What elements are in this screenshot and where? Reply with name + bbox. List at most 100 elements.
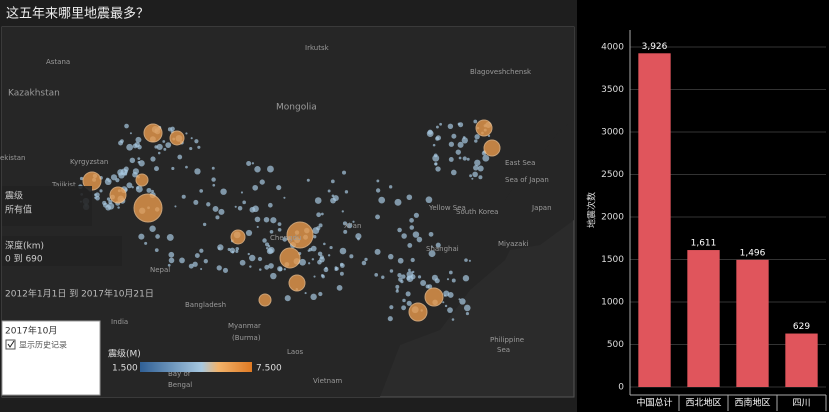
quake-dot: [462, 156, 467, 161]
quake-dot: [389, 305, 394, 310]
quake-dot: [324, 266, 328, 270]
quake-dot: [245, 229, 253, 237]
quake-dot: [347, 223, 353, 229]
quake-dot: [231, 250, 235, 254]
quake-dot: [215, 215, 220, 220]
place-label: Tajikist: [51, 181, 76, 189]
history-checkbox[interactable]: [5, 339, 16, 350]
place-label: Bay of: [168, 370, 191, 378]
quake-dot: [468, 259, 471, 262]
quake-dot: [457, 122, 461, 126]
quake-dot: [220, 188, 227, 195]
quake-dot: [457, 141, 464, 148]
quake-dot: [432, 143, 436, 147]
quake-dot: [254, 216, 261, 223]
quake-dot: [448, 141, 455, 147]
quake-dot: [341, 210, 344, 213]
legend-gradient: [140, 362, 252, 372]
place-label: Irkutsk: [305, 44, 330, 52]
quake-dot: [154, 145, 158, 149]
bubble-layer: [78, 119, 501, 322]
quake-dot: [217, 244, 224, 251]
quake-dot: [461, 137, 468, 144]
quake-dot: [313, 235, 317, 239]
y-tick-label: 1000: [601, 298, 624, 308]
quake-dot: [199, 248, 204, 253]
quake-dot: [268, 263, 274, 269]
quake-dot: [200, 267, 203, 271]
quake-dot: [352, 220, 355, 223]
quake-dot: [434, 162, 438, 166]
quake-bubble: [483, 139, 501, 157]
quake-dot: [344, 190, 349, 194]
quake-dot: [458, 298, 461, 301]
place-label: Miyazaki: [498, 240, 528, 248]
history-label[interactable]: 显示历史记录: [19, 340, 67, 350]
quake-dot: [450, 169, 457, 176]
quake-dot: [378, 196, 386, 204]
quake-dot: [306, 178, 310, 182]
quake-dot: [283, 268, 286, 271]
quake-dot: [171, 166, 175, 171]
quake-dot: [268, 246, 275, 254]
quake-dot: [430, 245, 433, 248]
quake-dot: [249, 265, 252, 268]
quake-dot: [463, 304, 471, 312]
quake-dot: [405, 291, 411, 297]
quake-dot: [135, 185, 143, 193]
quake-dot: [426, 130, 434, 138]
value-label: 1,611: [691, 239, 717, 249]
quake-dot: [389, 269, 394, 273]
filter-panel: 震级 所有值 深度(km) 0 到 690 2012年1月1日 到 2017年1…: [1, 186, 154, 396]
quake-dot: [124, 123, 129, 129]
quake-dot: [387, 253, 394, 260]
quake-bubble: [286, 221, 314, 249]
quake-dot: [249, 206, 256, 213]
quake-dot: [409, 218, 414, 223]
quake-dot: [117, 206, 120, 209]
quake-dot: [167, 127, 172, 132]
quake-dot: [144, 241, 148, 245]
quake-dot: [283, 196, 286, 199]
quake-dot: [150, 156, 156, 162]
quake-dot: [417, 275, 422, 279]
quake-dot: [252, 184, 259, 191]
quake-dot: [343, 229, 348, 234]
quake-dot: [218, 208, 225, 215]
quake-dot: [397, 257, 404, 264]
quake-dot: [162, 140, 166, 143]
quake-dot: [149, 225, 156, 233]
quake-dot: [318, 291, 323, 297]
quake-dot: [267, 202, 273, 208]
quake-dot: [304, 292, 307, 295]
quake-dot: [259, 268, 262, 271]
quake-dot: [397, 273, 402, 278]
x-tick-label: 四川: [792, 399, 810, 409]
place-label: Laos: [287, 348, 303, 356]
quake-dot: [432, 154, 440, 162]
quake-dot: [246, 161, 252, 167]
quake-dot: [408, 268, 411, 272]
quake-dot: [428, 231, 434, 237]
quake-dot: [189, 146, 193, 151]
quake-dot: [103, 202, 109, 208]
quake-dot: [79, 176, 84, 181]
place-label: Sea: [497, 346, 510, 354]
quake-dot: [462, 275, 470, 282]
place-label: Yellow Sea: [428, 204, 466, 212]
quake-dot: [234, 205, 237, 208]
quake-dot: [237, 205, 243, 211]
quake-dot: [406, 300, 412, 306]
y-tick-label: 3500: [601, 85, 624, 95]
bar: [687, 250, 720, 387]
quake-dot: [482, 154, 490, 162]
y-tick-label: 3000: [601, 128, 624, 138]
place-label: Myanmar: [228, 322, 261, 330]
place-label: Nepal: [150, 266, 170, 274]
quake-dot: [188, 263, 194, 269]
quake-dot: [105, 177, 110, 181]
x-tick-label: 西北地区: [685, 397, 721, 409]
quake-dot: [435, 135, 442, 141]
quake-dot: [431, 274, 438, 281]
quake-dot: [420, 280, 427, 286]
